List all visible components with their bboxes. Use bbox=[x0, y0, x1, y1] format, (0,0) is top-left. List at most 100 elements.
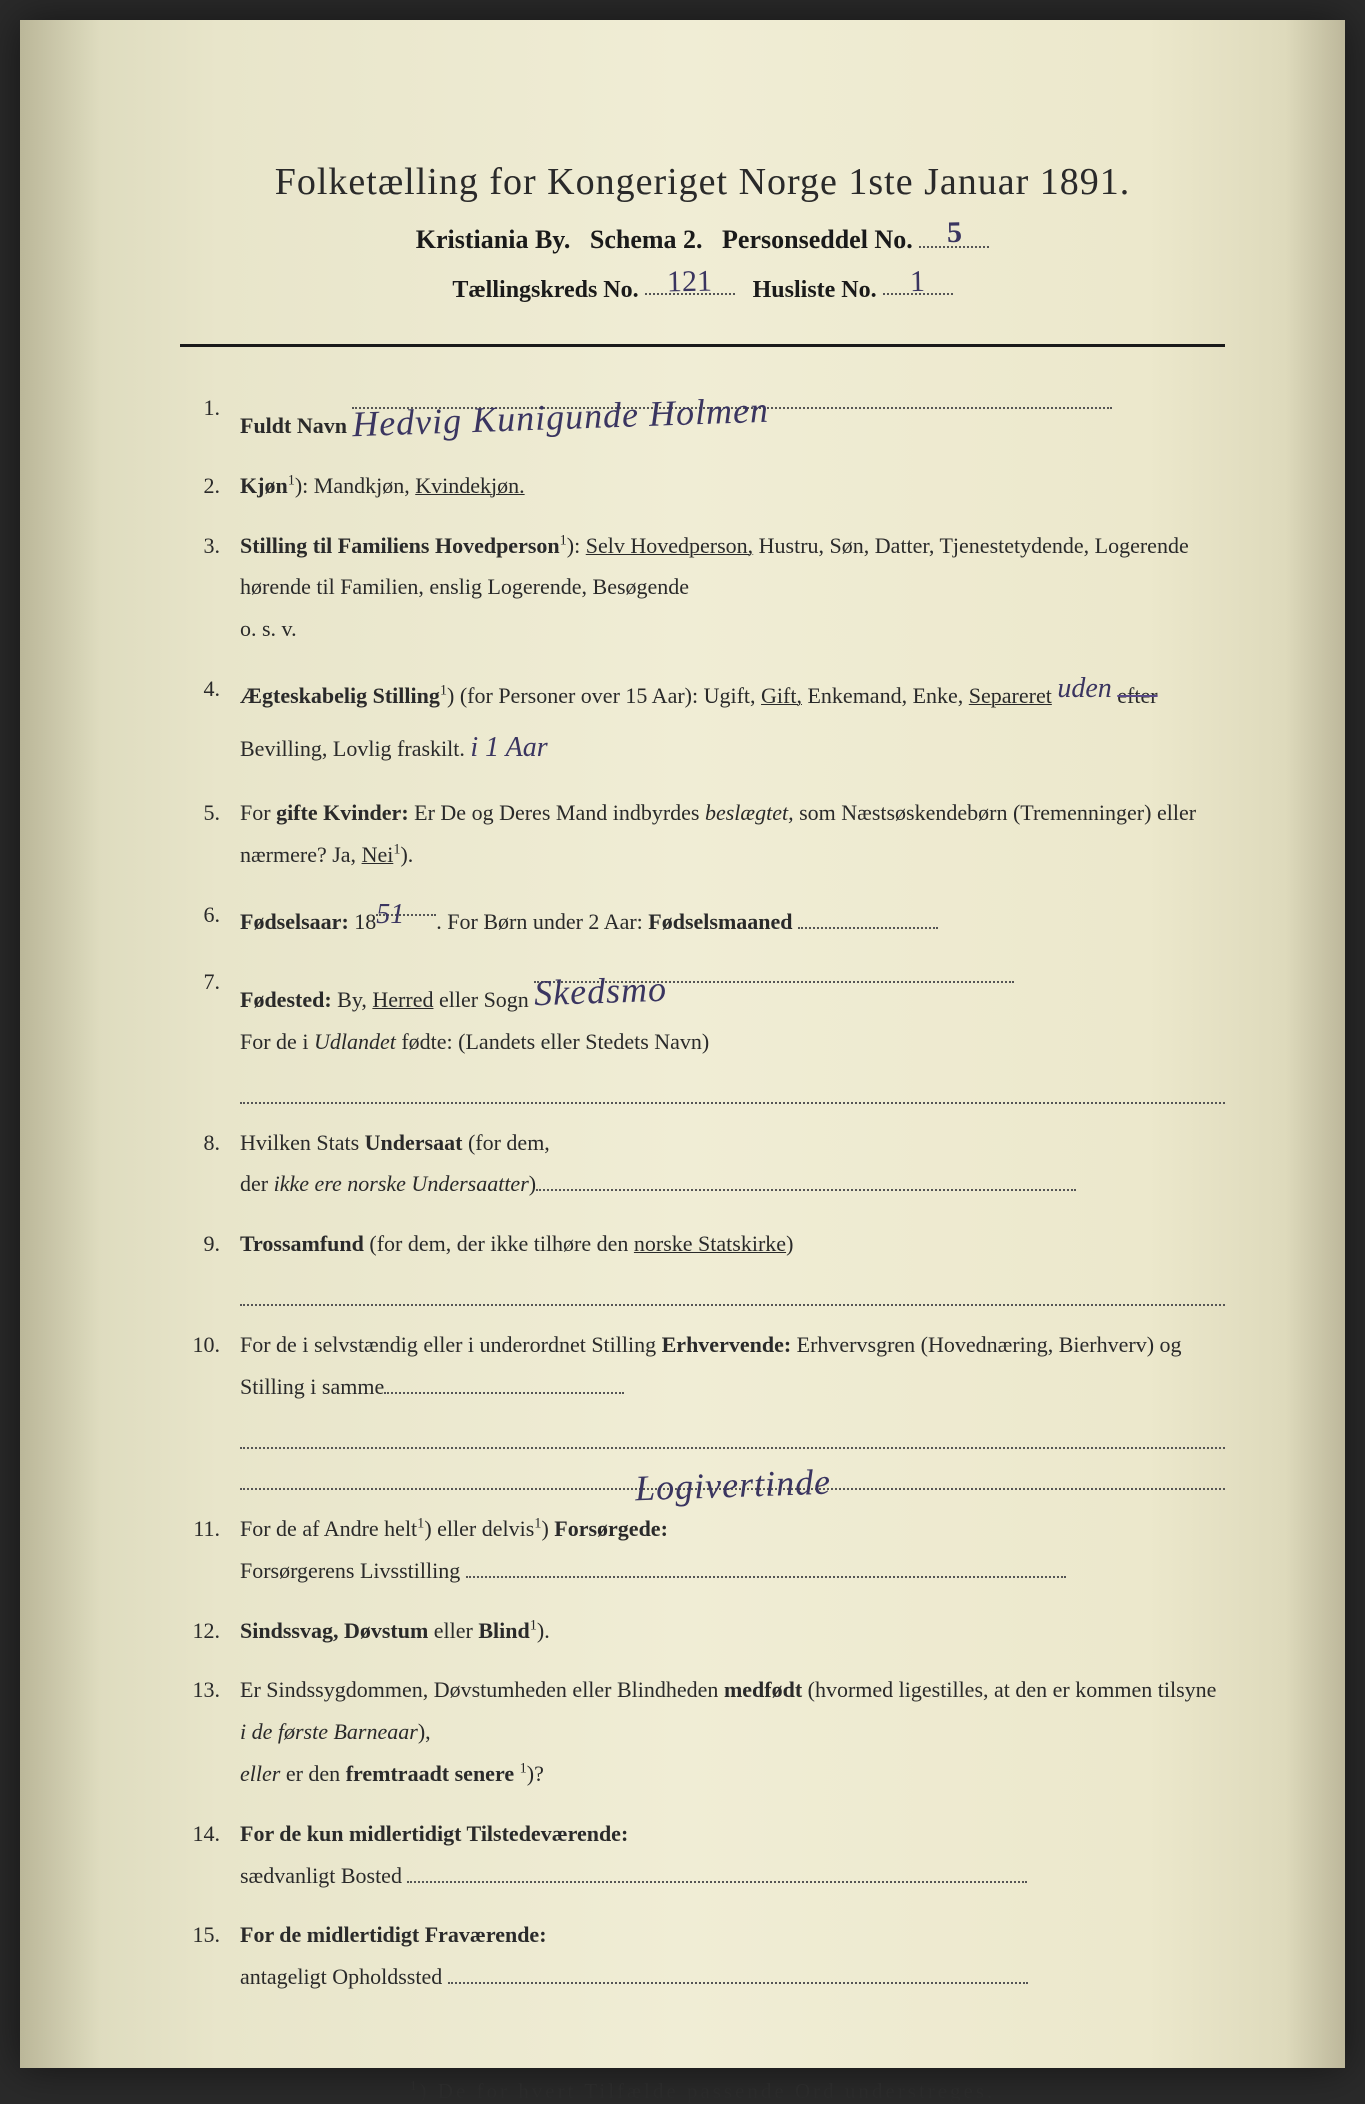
field-text: For de i bbox=[240, 1029, 314, 1054]
blank-line bbox=[448, 1962, 1028, 1984]
item-9-religion: 9. Trossamfund (for dem, der ikke tilhør… bbox=[180, 1223, 1225, 1306]
field-text: Er De og Deres Mand indbyrdes bbox=[409, 800, 705, 825]
field-label: Ægteskabelig Stilling bbox=[240, 683, 440, 708]
field-label: Erhvervende: bbox=[662, 1332, 792, 1357]
item-number: 10. bbox=[180, 1324, 240, 1490]
field-label: Fuldt Navn bbox=[240, 413, 347, 438]
item-number: 14. bbox=[180, 1813, 240, 1897]
handwritten-insert: uden bbox=[1057, 673, 1111, 704]
field-text: ): Mandkjøn, bbox=[295, 473, 415, 498]
blank-line bbox=[536, 1169, 1076, 1191]
item-7-birthplace: 7. Fødested: By, Herred eller Sogn Skeds… bbox=[180, 961, 1225, 1104]
field-text: For de af Andre helt bbox=[240, 1516, 417, 1541]
footnote-ref: 1 bbox=[440, 683, 447, 699]
main-title: Folketælling for Kongeriget Norge 1ste J… bbox=[180, 160, 1225, 204]
field-label: Fødselsaar: bbox=[240, 909, 349, 934]
field-label: Undersaat bbox=[365, 1130, 463, 1155]
item-number: 5. bbox=[180, 792, 240, 876]
field-text: (hvormed ligestilles, at den er kommen t… bbox=[802, 1677, 1216, 1702]
field-text: )? bbox=[527, 1761, 544, 1786]
field-label: Kjøn bbox=[240, 473, 288, 498]
field-text: er den bbox=[280, 1761, 345, 1786]
schema-label: Schema 2. bbox=[590, 225, 703, 254]
item-11-supported: 11. For de af Andre helt1) eller delvis1… bbox=[180, 1508, 1225, 1592]
item-1-name: 1. Fuldt Navn Hedvig Kunigunde Holmen bbox=[180, 387, 1225, 447]
item-8-citizenship: 8. Hvilken Stats Undersaat (for dem, der… bbox=[180, 1122, 1225, 1206]
taellingskreds-label: Tællingskreds No. bbox=[452, 277, 638, 303]
field-label: gifte Kvinder: bbox=[276, 800, 409, 825]
blank-line bbox=[240, 1068, 1225, 1103]
selected-option: Gift, bbox=[761, 683, 802, 708]
field-text: norske Statskirke bbox=[634, 1231, 786, 1256]
selected-option: Separeret bbox=[969, 683, 1052, 708]
selected-option: Selv Hovedperson, bbox=[586, 533, 753, 558]
field-label: Sindssvag, Døvstum bbox=[240, 1618, 428, 1643]
field-text: eller bbox=[428, 1618, 478, 1643]
field-text: Enkemand, Enke, bbox=[802, 683, 969, 708]
field-text: ) (for Personer over 15 Aar): Ugift, bbox=[447, 683, 761, 708]
blank-line bbox=[240, 1271, 1225, 1306]
item-12-disability: 12. Sindssvag, Døvstum eller Blind1). bbox=[180, 1610, 1225, 1652]
field-text: Udlandet bbox=[314, 1029, 396, 1054]
field-text: sædvanligt Bosted bbox=[240, 1863, 402, 1888]
struck-text: efter bbox=[1117, 683, 1157, 708]
birthplace-value: Skedsmo bbox=[533, 954, 668, 1027]
taellingskreds-no: 121 bbox=[667, 265, 713, 300]
item-number: 4. bbox=[180, 668, 240, 774]
field-text: der bbox=[240, 1171, 274, 1196]
field-text: ). bbox=[400, 842, 413, 867]
field-text: For de i selvstændig eller i underordnet… bbox=[240, 1332, 662, 1357]
birthmonth-blank bbox=[798, 907, 938, 929]
selected-option: Herred bbox=[372, 987, 433, 1012]
item-5-related: 5. For gifte Kvinder: Er De og Deres Man… bbox=[180, 792, 1225, 876]
footnote-ref: 1 bbox=[530, 1617, 537, 1633]
field-label: For de kun midlertidigt Tilstedeværende: bbox=[240, 1821, 628, 1846]
item-number: 8. bbox=[180, 1122, 240, 1206]
item-number: 9. bbox=[180, 1223, 240, 1306]
personseddel-label: Personseddel No. bbox=[722, 225, 913, 254]
field-text: By, bbox=[332, 987, 373, 1012]
field-text: ), bbox=[418, 1719, 431, 1744]
field-label: For de midlertidigt Fraværende: bbox=[240, 1922, 547, 1947]
full-name-value: Hedvig Kunigunde Holmen bbox=[351, 376, 770, 459]
blank-line bbox=[240, 1414, 1225, 1449]
field-text: beslægtet, bbox=[705, 800, 794, 825]
field-text: ): bbox=[567, 533, 586, 558]
field-label: medfødt bbox=[724, 1677, 802, 1702]
selected-option: Nei bbox=[362, 842, 394, 867]
field-text: ). bbox=[537, 1618, 550, 1643]
item-number: 12. bbox=[180, 1610, 240, 1652]
field-text: i de første Barneaar bbox=[240, 1719, 418, 1744]
birthyear-value: 51 bbox=[376, 899, 404, 930]
field-label: fremtraadt senere bbox=[346, 1761, 514, 1786]
item-15-temp-absent: 15. For de midlertidigt Fraværende: anta… bbox=[180, 1914, 1225, 1998]
item-number: 6. bbox=[180, 894, 240, 943]
field-text: ) bbox=[541, 1516, 554, 1541]
blank-line bbox=[384, 1372, 624, 1394]
occupation-line: Logivertinde bbox=[240, 1455, 1225, 1490]
husliste-label: Husliste No. bbox=[753, 277, 877, 303]
footnote-ref: 1 bbox=[520, 1761, 527, 1777]
field-label: Blind bbox=[478, 1618, 529, 1643]
item-number: 11. bbox=[180, 1508, 240, 1592]
footnote: 1) De for hvert Tilfælde passende Ord un… bbox=[180, 2078, 1225, 2104]
field-label: Stilling til Familiens Hovedperson bbox=[240, 533, 560, 558]
personseddel-no: 5 bbox=[946, 216, 962, 250]
field-text: . For Børn under 2 Aar: bbox=[436, 909, 648, 934]
field-text: ) bbox=[786, 1231, 793, 1256]
item-14-temp-present: 14. For de kun midlertidigt Tilstedevære… bbox=[180, 1813, 1225, 1897]
field-text: Er Sindssygdommen, Døvstumheden eller Bl… bbox=[240, 1677, 724, 1702]
footnote-marker: 1 bbox=[410, 2078, 420, 2093]
item-number: 15. bbox=[180, 1914, 240, 1998]
third-row: Tællingskreds No. 121 Husliste No. 1 bbox=[180, 271, 1225, 304]
field-text: Hvilken Stats bbox=[240, 1130, 365, 1155]
field-text: fødte: (Landets eller Stedets Navn) bbox=[396, 1029, 709, 1054]
field-text: ) eller delvis bbox=[424, 1516, 534, 1541]
item-number: 13. bbox=[180, 1669, 240, 1794]
selected-option: Kvindekjøn. bbox=[415, 473, 524, 498]
field-text: Forsørgerens Livsstilling bbox=[240, 1558, 460, 1583]
item-number: 2. bbox=[180, 465, 240, 507]
city-label: Kristiania By. bbox=[416, 225, 571, 254]
field-text: (for dem, der ikke tilhøre den bbox=[364, 1231, 634, 1256]
field-text: ikke ere norske Undersaatter bbox=[274, 1171, 529, 1196]
